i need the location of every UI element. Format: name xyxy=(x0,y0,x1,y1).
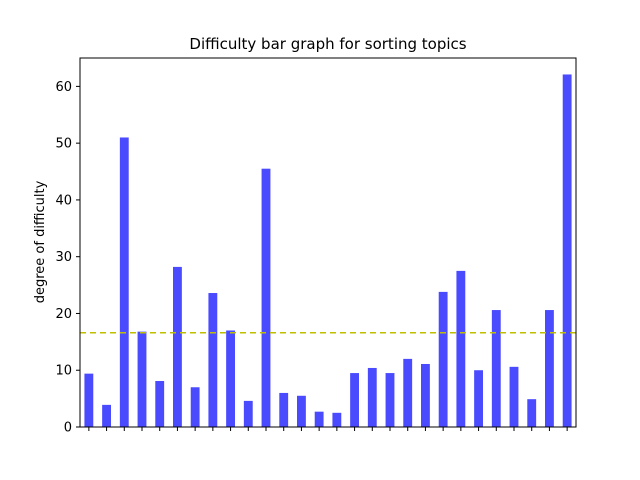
chart-title: Difficulty bar graph for sorting topics xyxy=(189,35,466,53)
bar-8 xyxy=(208,293,218,427)
y-axis-label: degree of difficulty xyxy=(33,180,48,303)
bar-24 xyxy=(491,310,501,427)
bar-26 xyxy=(527,399,537,427)
bar-20 xyxy=(421,363,430,427)
y-tick-label-30: 30 xyxy=(55,250,72,265)
bar-27 xyxy=(545,310,554,427)
y-tick-label-60: 60 xyxy=(55,80,72,95)
y-ticks: 0 10 20 30 40 50 60 xyxy=(55,80,80,436)
x-ticks xyxy=(88,427,568,431)
y-tick-label-10: 10 xyxy=(55,364,72,379)
y-tick-label-20: 20 xyxy=(55,307,72,322)
plot-frame xyxy=(79,57,577,428)
y-tick-label-50: 50 xyxy=(55,137,72,152)
bar-10 xyxy=(243,400,253,427)
bar-4 xyxy=(137,331,147,427)
bar-11 xyxy=(261,168,271,427)
bar-19 xyxy=(403,358,413,427)
bar-1 xyxy=(84,373,94,427)
bar-28 xyxy=(562,74,572,427)
bar-23 xyxy=(474,370,483,427)
bar-7 xyxy=(190,387,200,427)
bar-2 xyxy=(102,404,111,427)
bar-16 xyxy=(350,373,359,427)
bar-25 xyxy=(509,366,519,427)
bar-12 xyxy=(279,392,289,427)
bar-18 xyxy=(385,373,395,427)
bar-6 xyxy=(173,266,182,427)
bar-14 xyxy=(314,411,324,427)
bars-group xyxy=(84,74,572,427)
bar-13 xyxy=(297,395,306,427)
bar-22 xyxy=(456,270,466,427)
bar-9 xyxy=(226,330,235,427)
y-tick-label-0: 0 xyxy=(64,421,72,436)
bar-15 xyxy=(332,412,342,427)
y-tick-label-40: 40 xyxy=(55,193,72,208)
bar-5 xyxy=(155,381,165,427)
bar-3 xyxy=(119,137,129,427)
bar-17 xyxy=(367,367,377,427)
bar-21 xyxy=(438,291,448,427)
